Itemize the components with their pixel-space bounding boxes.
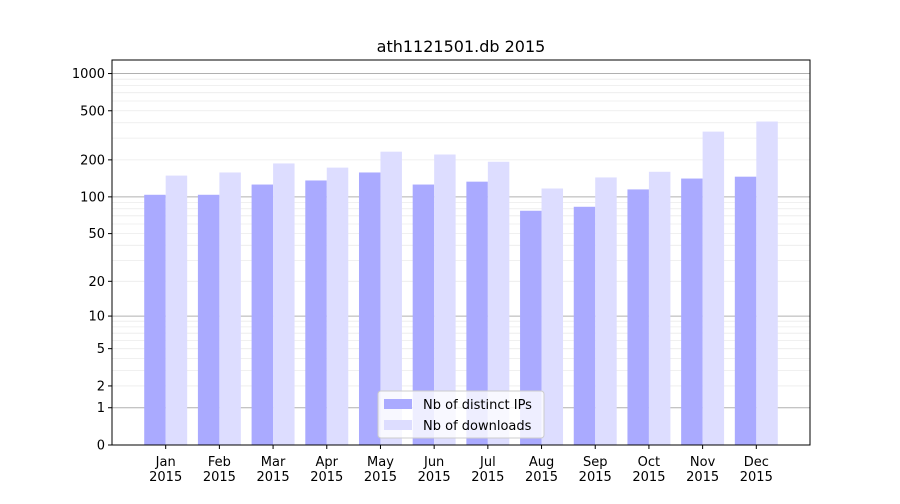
bar-ips [466, 181, 488, 445]
x-tick-label: Sep 2015 [579, 455, 612, 485]
bar-downloads [595, 177, 617, 445]
bar-downloads [326, 167, 349, 446]
x-tick-label: Jan 2015 [149, 455, 182, 485]
x-tick-label: Oct 2015 [632, 455, 665, 485]
legend-label: Nb of distinct IPs [423, 398, 532, 413]
bar-downloads [648, 171, 671, 445]
y-tick-label: 2 [97, 379, 105, 394]
bar-downloads [487, 161, 510, 445]
bar-ips [573, 206, 596, 445]
x-tick-label: Jun 2015 [418, 455, 451, 485]
bar-ips [144, 194, 166, 445]
bar-ips [520, 210, 542, 445]
bar-downloads [541, 188, 564, 445]
x-tick-label: Aug 2015 [525, 455, 558, 485]
x-tick-label: Nov 2015 [686, 455, 719, 485]
bar-ips [627, 189, 649, 445]
y-tick-label: 0 [97, 439, 105, 454]
bar-ips [251, 184, 274, 445]
x-tick-label: Feb 2015 [203, 455, 236, 485]
bar-downloads [219, 172, 241, 445]
legend-label: Nb of downloads [423, 419, 532, 434]
bar-ips [358, 172, 381, 445]
x-tick-label: May 2015 [364, 455, 397, 485]
y-axis: 0 1 2 5 10 20 50 100 200 500 1000 [72, 67, 112, 454]
x-tick-label: Apr 2015 [310, 455, 343, 485]
bar-downloads [702, 131, 725, 445]
bar-ips [734, 176, 757, 446]
x-tick-label: Jul 2015 [471, 455, 504, 485]
bar-downloads [380, 151, 402, 445]
y-tick-label: 100 [80, 190, 105, 205]
y-tick-label: 200 [80, 153, 105, 168]
y-tick-label: 500 [80, 104, 105, 119]
bar-ips [305, 180, 327, 445]
bar-downloads [165, 175, 188, 445]
y-tick-label: 10 [88, 310, 105, 325]
bar-ips [197, 194, 220, 445]
plot-frame [111, 59, 811, 446]
bar-ips [681, 178, 703, 446]
legend-swatch [384, 399, 412, 409]
chart-title: ath1121501.db 2015 [377, 37, 546, 56]
x-tick-label: Mar 2015 [257, 455, 290, 485]
y-tick-label: 5 [97, 342, 105, 357]
y-tick-label: 50 [88, 227, 105, 242]
bar-downloads [756, 121, 778, 446]
bar-downloads [434, 154, 456, 446]
legend-box [377, 390, 545, 439]
y-tick-label: 1000 [72, 67, 105, 82]
x-axis: Jan 2015 Feb 2015 Mar 2015 Apr 2015 May 2015 Jun 20… [149, 445, 773, 485]
legend-swatch [384, 420, 412, 430]
x-tick-label: Dec 2015 [740, 455, 773, 485]
y-tick-label: 20 [88, 275, 105, 290]
bar-ips [412, 184, 435, 445]
legend: Nb of distinct IPs Nb of downloads [377, 390, 545, 439]
bars [144, 121, 778, 446]
y-tick-label: 1 [97, 401, 105, 416]
bar-downloads [273, 163, 295, 445]
